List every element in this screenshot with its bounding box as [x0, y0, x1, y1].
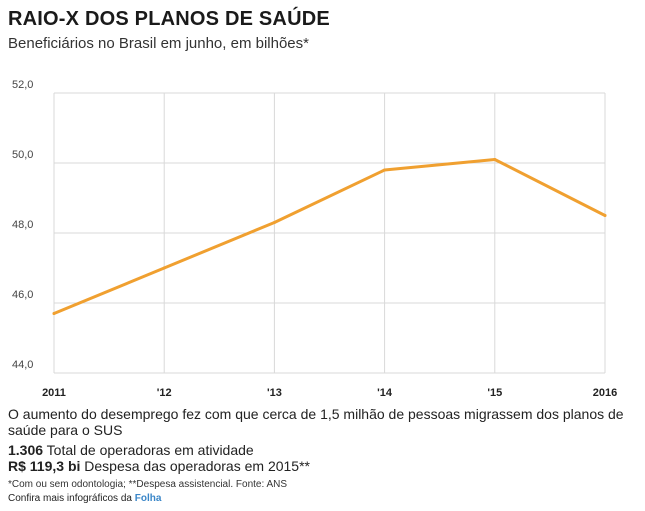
data-point [493, 158, 497, 161]
y-tick-label: 48,0 [12, 219, 33, 231]
x-tick-label: '14 [377, 387, 393, 399]
data-point [52, 312, 56, 315]
data-point [272, 221, 276, 224]
stat-operators-label: Total de operadoras em atividade [43, 442, 254, 458]
description-text: O aumento do desemprego fez com que cerc… [8, 406, 624, 438]
data-point [603, 214, 607, 217]
x-tick-label: '13 [267, 387, 282, 399]
line-chart: 44,0 46,0 48,0 50,0 52,0 2011 '12 '13 '14 '15 2016 [12, 79, 617, 399]
credit-prefix: Confira mais infográficos da [8, 493, 135, 504]
x-tick-label: 2016 [593, 387, 617, 399]
x-tick-label: '15 [487, 387, 502, 399]
chart-title: RAIO-X DOS PLANOS DE SAÚDE [8, 8, 330, 30]
y-tick-label: 44,0 [12, 359, 33, 371]
stat-operators-value: 1.306 [8, 442, 44, 458]
y-tick-label: 50,0 [12, 149, 33, 161]
chart-subtitle: Beneficiários no Brasil em junho, em bil… [8, 35, 309, 52]
stat-expenses: R$ 119,3 bi Despesa das operadoras em 20… [8, 458, 310, 474]
series-line [52, 158, 607, 315]
x-tick-label: '12 [157, 387, 172, 399]
credit-brand-link[interactable]: Folha [134, 493, 162, 504]
data-point [162, 266, 166, 270]
credit-line: Confira mais infográficos da Folha [8, 493, 161, 504]
y-tick-label: 46,0 [12, 289, 33, 301]
x-tick-label: 2011 [42, 387, 66, 399]
stat-operators: 1.306 Total de operadoras em atividade [8, 442, 254, 458]
stat-expenses-value: R$ 119,3 bi [8, 458, 81, 474]
stat-expenses-label: Despesa das operadoras em 2015** [80, 458, 310, 474]
footnote: *Com ou sem odontologia; **Despesa assis… [8, 479, 288, 490]
data-point [383, 168, 387, 172]
y-tick-label: 52,0 [12, 79, 33, 91]
